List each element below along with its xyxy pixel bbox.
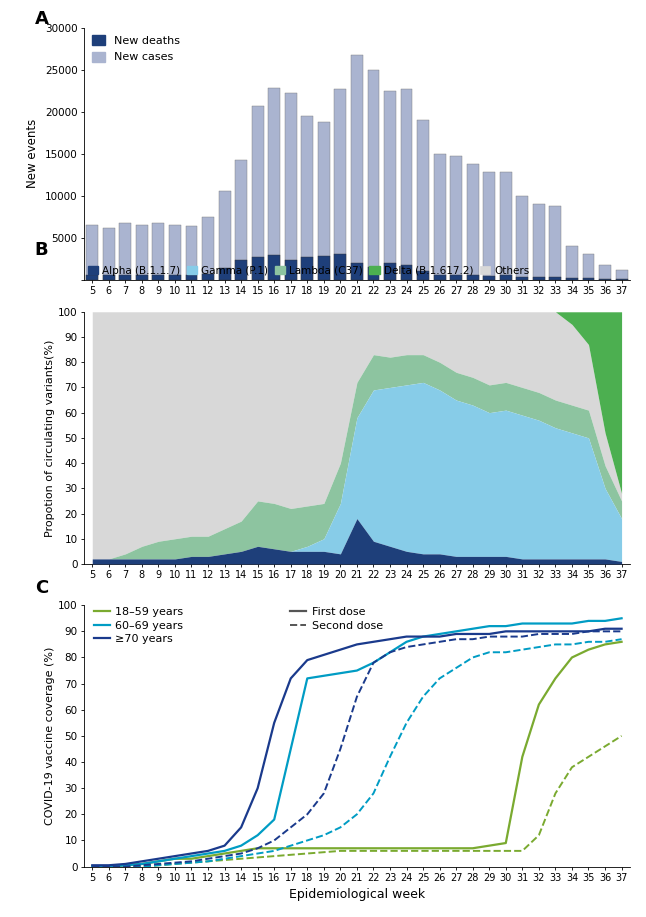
- Bar: [417, 120, 429, 280]
- Bar: [583, 278, 594, 280]
- Bar: [433, 153, 446, 280]
- Bar: [335, 255, 346, 280]
- Bar: [301, 116, 313, 280]
- Bar: [218, 268, 231, 280]
- Y-axis label: Propotion of circulating variants(%): Propotion of circulating variants(%): [45, 339, 56, 536]
- Bar: [483, 172, 495, 280]
- Bar: [285, 94, 297, 280]
- Bar: [533, 204, 545, 280]
- Bar: [566, 246, 578, 280]
- Bar: [616, 270, 627, 280]
- Bar: [152, 275, 164, 280]
- Bar: [268, 88, 280, 280]
- Bar: [433, 275, 446, 280]
- Bar: [401, 89, 413, 280]
- Bar: [235, 260, 247, 280]
- Bar: [384, 91, 396, 280]
- Bar: [169, 275, 181, 280]
- Bar: [335, 89, 346, 280]
- Bar: [169, 225, 181, 280]
- Bar: [500, 275, 512, 280]
- Text: B: B: [35, 241, 48, 260]
- Bar: [318, 256, 330, 280]
- Bar: [467, 163, 479, 280]
- Bar: [483, 276, 495, 280]
- Bar: [566, 278, 578, 280]
- Bar: [599, 265, 611, 280]
- Bar: [450, 156, 462, 280]
- Bar: [318, 122, 330, 280]
- Text: A: A: [35, 10, 48, 28]
- Bar: [185, 275, 198, 280]
- Bar: [152, 224, 164, 280]
- Bar: [252, 105, 264, 280]
- Bar: [368, 70, 379, 280]
- Bar: [516, 277, 528, 280]
- Bar: [550, 277, 561, 280]
- Bar: [202, 216, 214, 280]
- Bar: [218, 192, 231, 280]
- Bar: [285, 260, 297, 280]
- Bar: [500, 172, 512, 280]
- X-axis label: Epidemiological week: Epidemiological week: [289, 889, 425, 901]
- Bar: [533, 277, 545, 280]
- Bar: [120, 275, 131, 280]
- Bar: [550, 205, 561, 280]
- Bar: [417, 271, 429, 280]
- Bar: [87, 225, 98, 280]
- Legend: Alpha (B.1.1.7), Gamma (P.1), Lambda (C37), Delta (B.1.617.2), Others: Alpha (B.1.1.7), Gamma (P.1), Lambda (C3…: [84, 261, 534, 280]
- Bar: [384, 263, 396, 280]
- Bar: [136, 275, 148, 280]
- Bar: [351, 55, 363, 280]
- Bar: [252, 257, 264, 280]
- Bar: [120, 223, 131, 280]
- Bar: [583, 255, 594, 280]
- Bar: [401, 265, 413, 280]
- Bar: [103, 227, 115, 280]
- Bar: [516, 195, 528, 280]
- Bar: [87, 275, 98, 280]
- Bar: [235, 160, 247, 280]
- Bar: [202, 274, 214, 280]
- Y-axis label: COVID-19 vaccine coverage (%): COVID-19 vaccine coverage (%): [45, 646, 56, 825]
- Bar: [185, 226, 198, 280]
- Text: C: C: [35, 580, 48, 597]
- Bar: [450, 275, 462, 280]
- Bar: [351, 263, 363, 280]
- Bar: [103, 275, 115, 280]
- Bar: [301, 257, 313, 280]
- Y-axis label: New events: New events: [26, 119, 39, 188]
- Legend: New deaths, New cases: New deaths, New cases: [87, 31, 184, 67]
- Bar: [467, 275, 479, 280]
- Legend: First dose, Second dose: First dose, Second dose: [286, 603, 387, 635]
- Bar: [368, 267, 379, 280]
- Bar: [136, 225, 148, 280]
- Bar: [268, 255, 280, 280]
